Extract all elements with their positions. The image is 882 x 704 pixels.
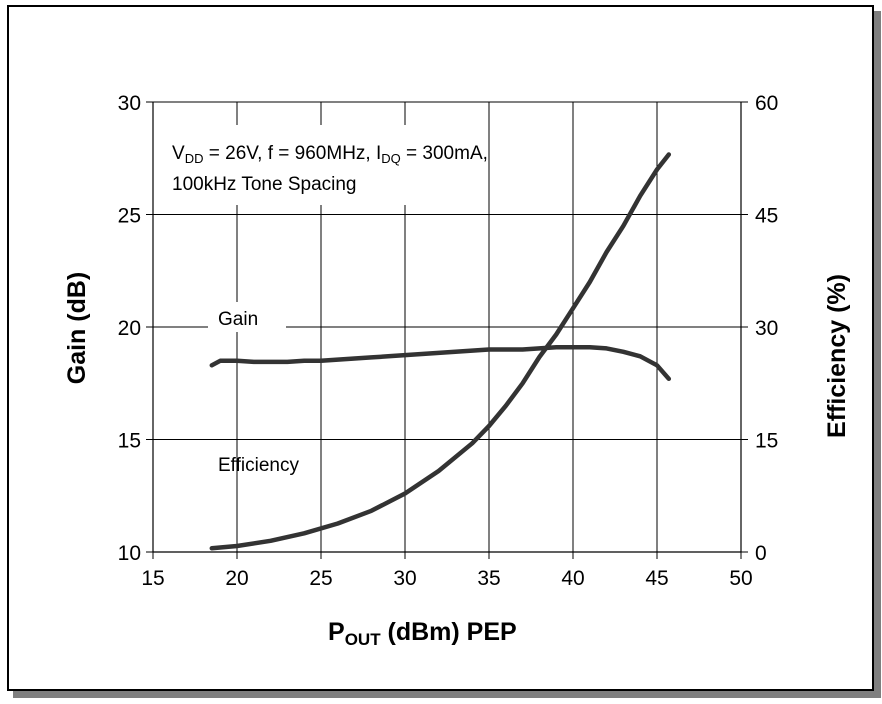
- x-axis-title: POUT (dBm) PEP: [328, 618, 517, 649]
- gain-series-label: Gain: [218, 309, 258, 330]
- y-left-tick-label: 10: [118, 542, 141, 565]
- y-right-tick-label: 0: [755, 542, 767, 565]
- y-right-tick-label: 45: [755, 205, 778, 228]
- y-right-tick-label: 60: [755, 92, 778, 115]
- y-left-tick-label: 30: [118, 92, 141, 115]
- x-tick-label: 35: [477, 567, 500, 590]
- gain-label-bg: [208, 302, 286, 332]
- efficiency-line: [209, 152, 672, 551]
- y-left-tick-label: 15: [118, 430, 141, 453]
- x-tick-label: 45: [645, 567, 668, 590]
- conditions-line-2: 100kHz Tone Spacing: [172, 174, 357, 195]
- frame-shadow-bottom: [13, 691, 881, 698]
- x-tick-label: 30: [393, 567, 416, 590]
- x-tick-label: 20: [225, 567, 248, 590]
- y-left-tick-label: 25: [118, 205, 141, 228]
- x-tick-label: 40: [561, 567, 584, 590]
- y-left-axis-title: Gain (dB): [63, 272, 91, 385]
- frame-shadow-right: [874, 11, 881, 697]
- y-right-tick-label: 15: [755, 430, 778, 453]
- chart-frame: [7, 5, 874, 691]
- x-tick-label: 25: [309, 567, 332, 590]
- x-tick-label: 15: [141, 567, 164, 590]
- axes: [146, 101, 748, 559]
- series-lines: [209, 152, 672, 551]
- y-left-tick-label: 20: [118, 317, 141, 340]
- y-right-axis-title: Efficiency (%): [823, 274, 851, 438]
- gain-line: [209, 345, 672, 382]
- y-right-tick-label: 30: [755, 317, 778, 340]
- conditions-line-1: VDD = 26V, f = 960MHz, IDQ = 300mA,: [172, 143, 488, 166]
- annotation-bg: [168, 125, 420, 205]
- x-tick-label: 50: [729, 567, 752, 590]
- efficiency-series-label: Efficiency: [218, 455, 299, 476]
